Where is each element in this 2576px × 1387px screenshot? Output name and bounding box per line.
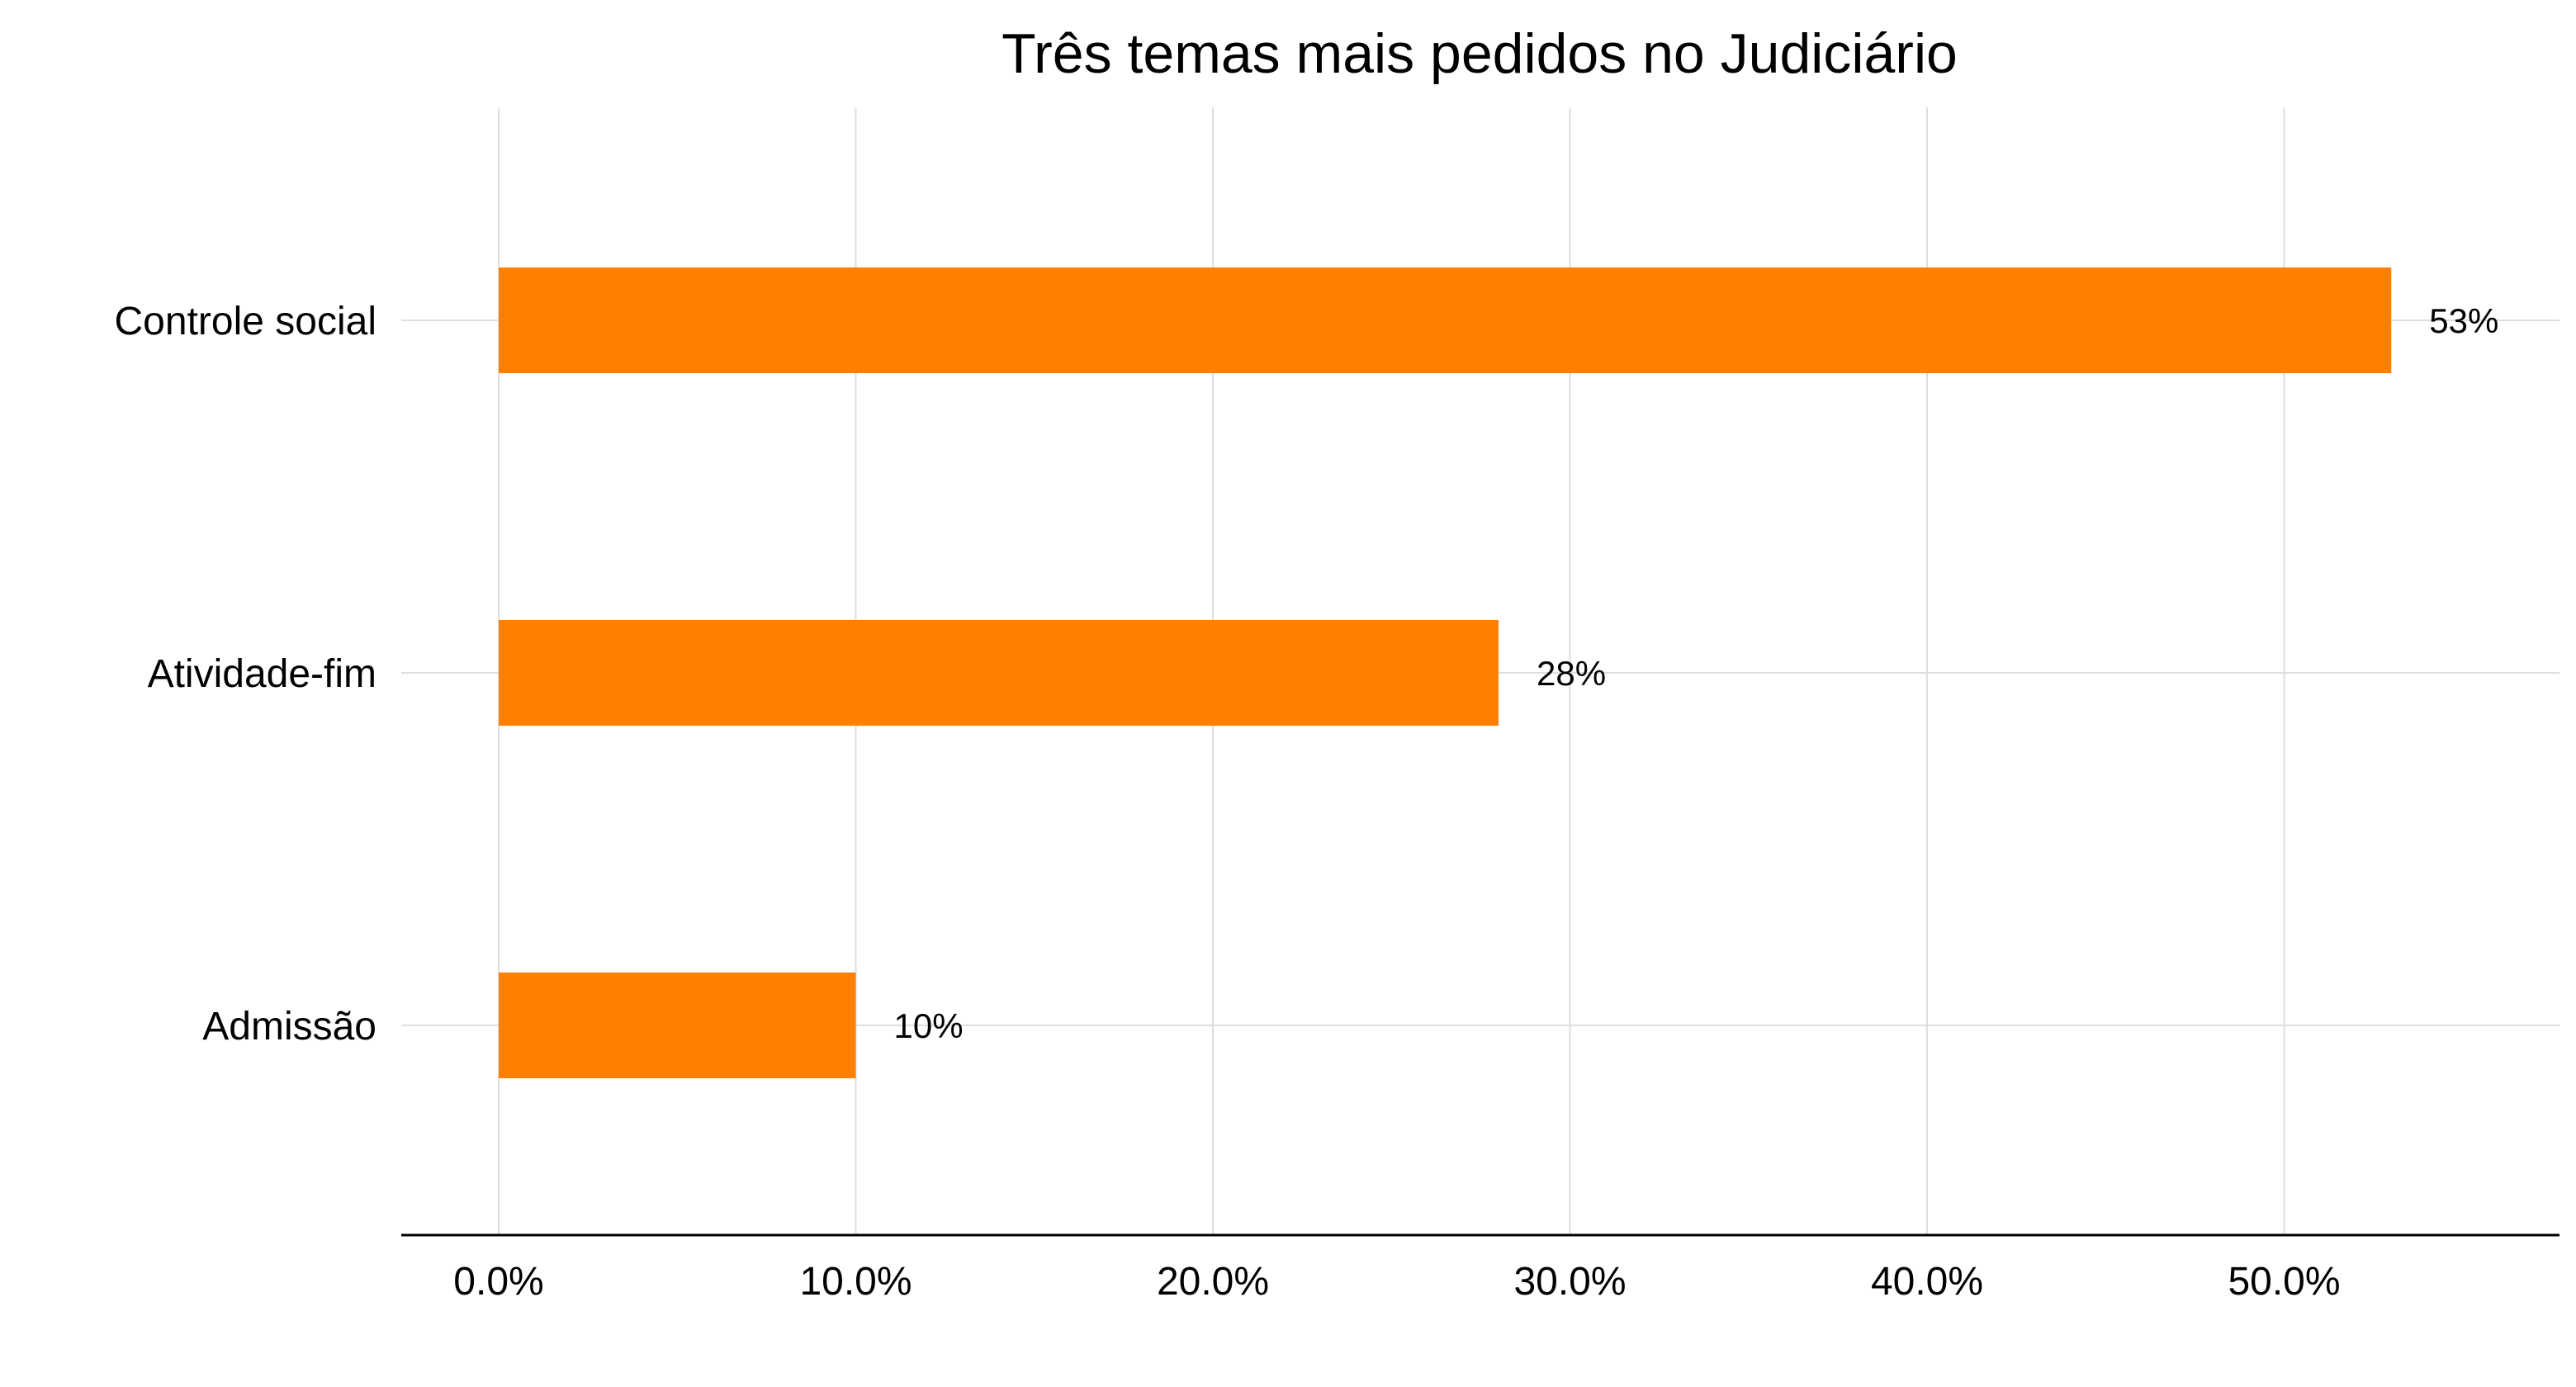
category-labels: Controle social Atividade-fim Admissão — [115, 300, 376, 1049]
x-tick-label: 20.0% — [1157, 1260, 1269, 1304]
data-labels: 53% 28% 10% — [894, 301, 2499, 1045]
category-label: Controle social — [115, 300, 376, 343]
data-label: 28% — [1537, 654, 1606, 693]
x-tick-label: 40.0% — [1871, 1260, 1983, 1304]
category-label: Atividade-fim — [148, 652, 376, 696]
x-tick-labels: 0.0% 10.0% 20.0% 30.0% 40.0% 50.0% — [453, 1260, 2340, 1304]
category-label: Admissão — [202, 1005, 376, 1049]
data-label: 10% — [894, 1006, 964, 1045]
data-label: 53% — [2429, 301, 2498, 340]
x-tick-label: 50.0% — [2228, 1260, 2340, 1304]
bar — [499, 973, 856, 1078]
x-tick-label: 30.0% — [1513, 1260, 1626, 1304]
bar — [499, 620, 1499, 726]
chart-title: Três temas mais pedidos no Judiciário — [1002, 22, 1958, 85]
bars — [499, 267, 2392, 1078]
x-tick-label: 10.0% — [799, 1260, 912, 1304]
x-tick-label: 0.0% — [453, 1260, 543, 1304]
bar — [499, 267, 2392, 373]
